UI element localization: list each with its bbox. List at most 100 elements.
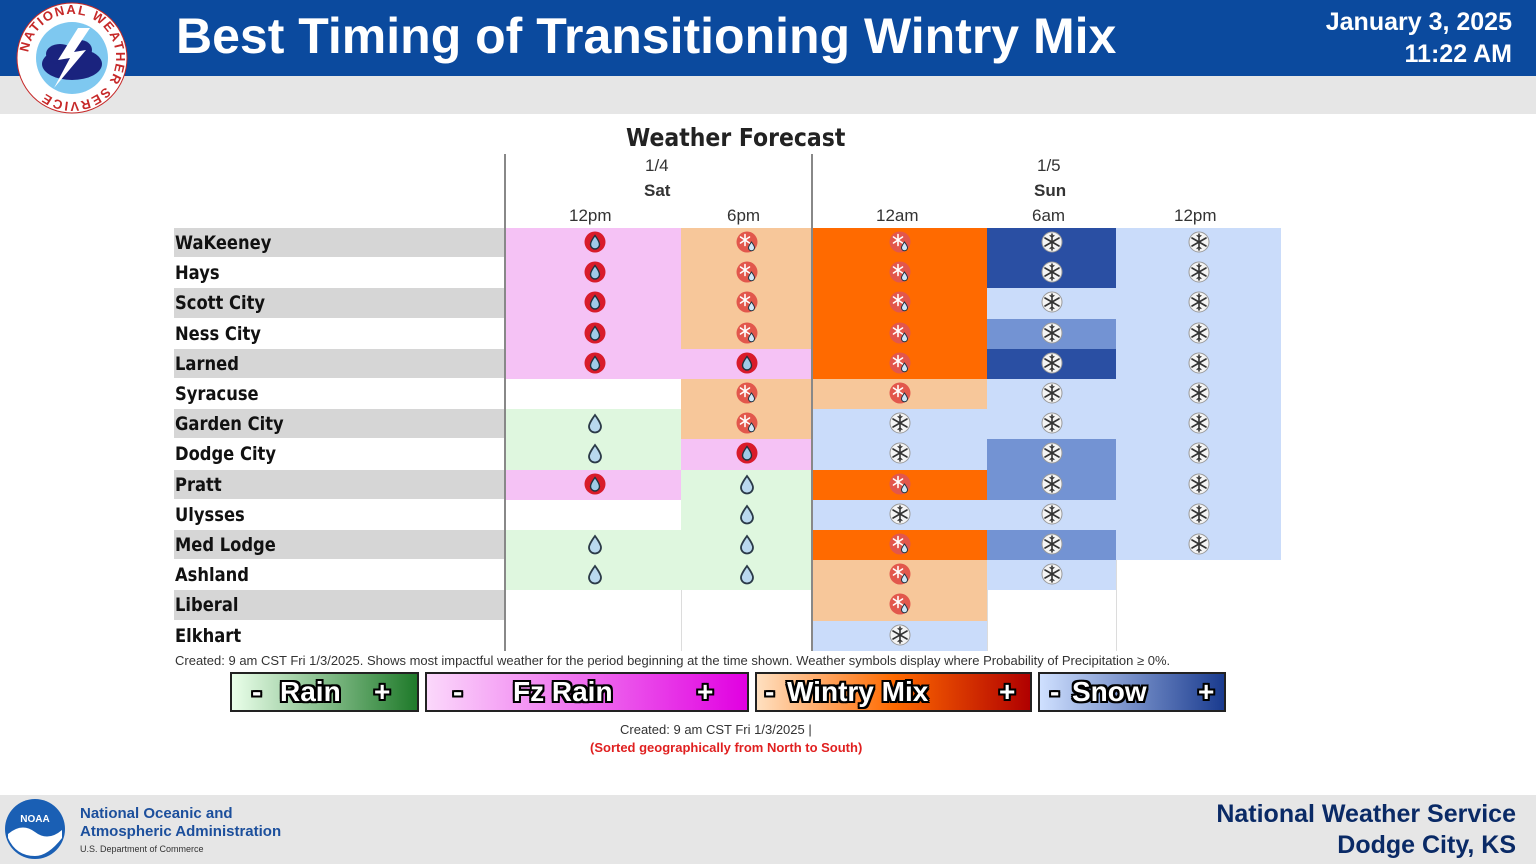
snow-icon — [889, 624, 911, 646]
snow-icon — [1041, 442, 1063, 464]
snow-icon — [889, 503, 911, 525]
legend-plus: + — [374, 676, 391, 707]
row-stripe — [174, 348, 504, 378]
footer-bar: NOAA National Oceanic and Atmospheric Ad… — [0, 795, 1536, 864]
city-label: Ashland — [175, 564, 249, 587]
rain-icon — [584, 563, 606, 585]
legend-plus: + — [999, 676, 1016, 707]
snow-icon — [1041, 533, 1063, 555]
legend-fzrain: - Fz Rain + — [425, 672, 749, 712]
snow-icon — [1041, 473, 1063, 495]
header-sub-band — [0, 76, 1536, 114]
wintry-mix-icon — [736, 231, 758, 253]
noaa-name-line2: Atmospheric Administration — [80, 823, 282, 840]
rain-icon — [584, 412, 606, 434]
office-location: Dodge City, KS — [1337, 831, 1516, 859]
city-label: Ness City — [175, 322, 261, 345]
sorted-note: (Sorted geographically from North to Sou… — [590, 740, 863, 755]
rain-icon — [736, 533, 758, 555]
rain-icon — [584, 533, 606, 555]
legend-label: Rain — [280, 676, 341, 707]
snow-icon — [1188, 412, 1210, 434]
day2-dow: Sun — [1034, 181, 1067, 200]
legend-label: Fz Rain — [513, 676, 613, 707]
period-label: 12am — [876, 206, 919, 225]
wintry-mix-icon — [736, 412, 758, 434]
period-label: 12pm — [1174, 206, 1217, 225]
snow-icon — [1188, 473, 1210, 495]
wintry-mix-icon — [736, 322, 758, 344]
wintry-mix-icon — [736, 261, 758, 283]
wintry-mix-icon — [889, 231, 911, 253]
wintry-mix-icon — [889, 593, 911, 615]
row-stripe — [174, 288, 504, 318]
legend-minus: - — [1050, 676, 1060, 707]
wintry-mix-icon — [889, 533, 911, 555]
day2-date: 1/5 — [1037, 156, 1061, 175]
freezing-rain-icon — [584, 352, 606, 374]
issue-datetime: January 3, 2025 11:22 AM — [1326, 6, 1512, 70]
period-label: 6am — [1032, 206, 1066, 225]
snow-icon — [1041, 352, 1063, 374]
chart-title: Weather Forecast — [626, 123, 846, 152]
snow-icon — [1041, 503, 1063, 525]
day1-date: 1/4 — [645, 156, 669, 175]
snow-icon — [1041, 231, 1063, 253]
noaa-dept: U.S. Department of Commerce — [80, 844, 204, 854]
wintry-mix-icon — [889, 261, 911, 283]
snow-icon — [1188, 382, 1210, 404]
rain-icon — [736, 503, 758, 525]
snow-icon — [1188, 352, 1210, 374]
row-stripe — [174, 590, 504, 620]
snow-icon — [1041, 261, 1063, 283]
rain-icon — [736, 473, 758, 495]
left-axis-line — [504, 154, 506, 651]
freezing-rain-icon — [584, 322, 606, 344]
legend-minus: - — [765, 676, 775, 707]
nws-logo-icon: NATIONAL WEATHER SERVICE — [16, 2, 128, 114]
city-label: Med Lodge — [175, 534, 276, 556]
rain-icon — [584, 442, 606, 464]
wintry-mix-icon — [889, 352, 911, 374]
city-label: Dodge City — [175, 443, 277, 466]
row-stripe — [174, 469, 504, 499]
office-name: National Weather Service — [1216, 800, 1516, 828]
snow-icon — [1188, 261, 1210, 283]
snow-icon — [1188, 442, 1210, 464]
freezing-rain-icon — [584, 231, 606, 253]
freezing-rain-icon — [584, 261, 606, 283]
wintry-mix-icon — [889, 473, 911, 495]
city-label: Scott City — [175, 292, 266, 315]
legend-label: Snow — [1072, 676, 1147, 707]
page-title: Best Timing of Transitioning Wintry Mix — [176, 8, 1117, 64]
chart-note: Created: 9 am CST Fri 1/3/2025. Shows mo… — [175, 653, 1171, 668]
wintry-mix-icon — [736, 291, 758, 313]
wintry-mix-icon — [889, 382, 911, 404]
snow-icon — [1041, 291, 1063, 313]
city-label: Ulysses — [175, 503, 245, 526]
row-stripe — [174, 409, 504, 439]
legend-minus: - — [252, 676, 262, 707]
city-label: Syracuse — [175, 383, 259, 405]
created-note: Created: 9 am CST Fri 1/3/2025 | — [620, 722, 812, 737]
snow-icon — [889, 442, 911, 464]
period-label: 6pm — [727, 206, 761, 225]
header-bar: Best Timing of Transitioning Wintry Mix … — [0, 0, 1536, 76]
city-label: Hays — [175, 262, 220, 285]
snow-icon — [1041, 563, 1063, 585]
city-label: Larned — [175, 352, 239, 375]
snow-icon — [1041, 412, 1063, 434]
legend-label: Wintry Mix — [787, 676, 929, 707]
snow-icon — [889, 412, 911, 434]
snow-icon — [1188, 503, 1210, 525]
city-label: Elkhart — [175, 624, 242, 647]
snow-icon — [1188, 322, 1210, 344]
city-label: Garden City — [175, 413, 284, 436]
snow-icon — [1188, 291, 1210, 313]
legend-plus: + — [697, 676, 714, 707]
snow-icon — [1188, 231, 1210, 253]
city-label: Liberal — [175, 594, 239, 617]
legend-minus: - — [453, 676, 463, 707]
freezing-rain-icon — [736, 352, 758, 374]
row-stripe — [174, 228, 504, 258]
